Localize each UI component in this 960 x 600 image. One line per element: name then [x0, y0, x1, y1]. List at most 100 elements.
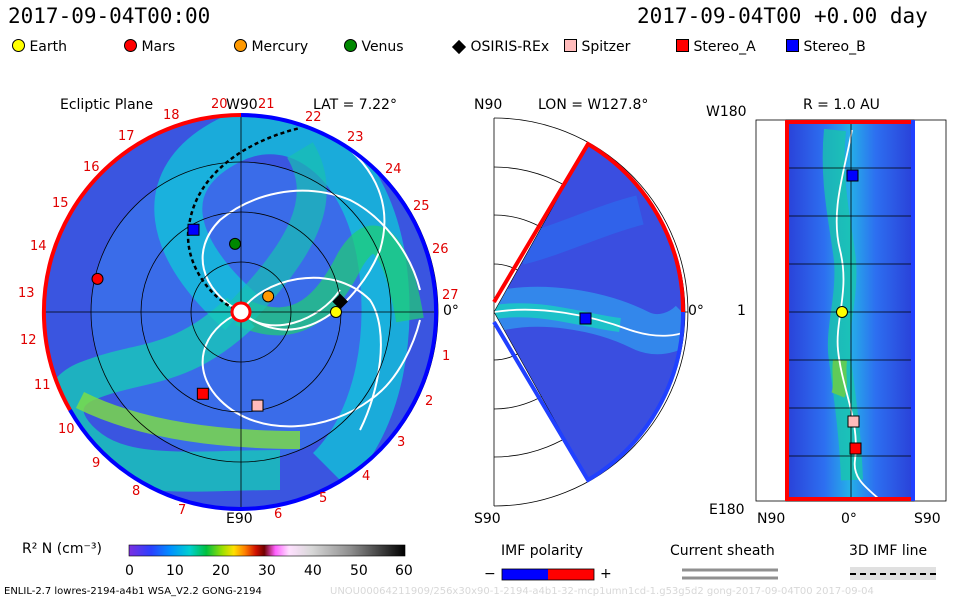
right-timestamp: 2017-09-04T00 +0.00 day	[637, 4, 928, 28]
current-sheath-title: Current sheath	[670, 543, 775, 559]
carrington-number: 9	[92, 456, 101, 471]
legend-label: Stereo_A	[693, 39, 756, 55]
carrington-number: 17	[118, 129, 135, 144]
legend-stereo-b: Stereo_B	[786, 39, 866, 55]
venus-ecliptic-marker	[229, 237, 242, 250]
carrington-number: 27	[442, 288, 459, 303]
carrington-number: 13	[18, 286, 35, 301]
colorbar-tick: 50	[350, 563, 368, 579]
legend-earth: Earth	[12, 39, 67, 55]
ecliptic-title: Ecliptic Plane	[60, 97, 154, 113]
carrington-number: 14	[30, 239, 47, 254]
carrington-number: 5	[319, 491, 328, 506]
colorbar-label: R² N (cm⁻³)	[22, 541, 102, 557]
carrington-number: 15	[52, 196, 69, 211]
venus-marker-icon	[344, 39, 357, 52]
carrington-number: 2	[425, 394, 434, 409]
legend-label: OSIRIS-REx	[470, 39, 550, 55]
legend-stereo-a: Stereo_A	[676, 39, 756, 55]
stereo-a-marker-icon	[676, 39, 689, 52]
earth-marker-icon	[12, 39, 25, 52]
ecliptic-panel	[41, 113, 439, 512]
carrington-number: 16	[83, 160, 100, 175]
legend-osiris-rex: OSIRIS-REx	[451, 39, 550, 55]
ecliptic-right-label: 0°	[443, 303, 459, 319]
carrington-number: 25	[413, 199, 430, 214]
colorbar-tick: 10	[166, 563, 184, 579]
stereo-b-radial-marker	[846, 169, 859, 182]
run-id-footer: UNOU00064211909/256x30x90-1-2194-a4b1-32…	[330, 586, 874, 597]
stereo-b-marker-icon	[786, 39, 799, 52]
colorbar-tick: 30	[258, 563, 276, 579]
legend-label: Mars	[141, 39, 176, 55]
ecliptic-lat-label: LAT = 7.22°	[313, 97, 397, 113]
colorbar-tick: 0	[125, 563, 134, 579]
carrington-number: 18	[163, 108, 180, 123]
carrington-number: 6	[274, 507, 283, 522]
spitzer-radial-marker	[847, 415, 860, 428]
carrington-number: 22	[305, 110, 322, 125]
radial-x-left: N90	[757, 511, 786, 527]
sun-icon	[230, 301, 252, 323]
radial-y-top: W180	[706, 104, 747, 120]
spitzer-ecliptic-marker	[251, 399, 264, 412]
carrington-number: 20	[211, 97, 228, 112]
carrington-number: 1	[442, 349, 451, 364]
carrington-number: 7	[178, 503, 187, 518]
legend-venus: Venus	[344, 39, 404, 55]
carrington-number: 12	[20, 333, 37, 348]
legend-mars: Mars	[124, 39, 175, 55]
carrington-number: 10	[58, 422, 75, 437]
radial-y-bottom: E180	[709, 502, 745, 518]
legend-label: Venus	[361, 39, 404, 55]
meridional-right-label: 0°	[688, 303, 704, 319]
imf-polarity-plus: +	[600, 566, 612, 582]
left-timestamp: 2017-09-04T00:00	[8, 4, 211, 28]
colorbar-tick: 60	[395, 563, 413, 579]
carrington-number: 11	[34, 378, 51, 393]
ecliptic-markers	[91, 223, 348, 412]
mars-ecliptic-marker	[91, 272, 104, 285]
radial-x-mid: 0°	[841, 511, 857, 527]
earth-ecliptic-marker	[330, 306, 342, 318]
stereo-a-radial-marker	[849, 442, 862, 455]
meridional-top-label: N90	[474, 97, 503, 113]
legend-label: Earth	[29, 39, 67, 55]
carrington-number: 21	[258, 97, 275, 112]
meridional-bottom-label: S90	[474, 511, 501, 527]
mercury-ecliptic-marker	[262, 290, 275, 303]
mars-marker-icon	[124, 39, 137, 52]
carrington-number: 26	[432, 242, 449, 257]
carrington-number: 8	[132, 484, 141, 499]
radial-x-right: S90	[914, 511, 941, 527]
ecliptic-bottom-label: E90	[226, 511, 253, 527]
imf-negative-swatch	[502, 569, 548, 580]
spitzer-marker-icon	[564, 39, 577, 52]
imf-polarity-minus: −	[484, 566, 496, 582]
colorbar-tick: 40	[304, 563, 322, 579]
stereo-a-ecliptic-marker	[196, 387, 209, 400]
legend-spitzer: Spitzer	[564, 39, 630, 55]
earth-radial-marker	[836, 306, 848, 318]
legend-label: Mercury	[251, 39, 309, 55]
ecliptic-top-label: W90	[226, 97, 258, 113]
carrington-number: 3	[397, 435, 406, 450]
radial-y-mid: 1	[737, 303, 746, 319]
colorbar	[128, 544, 406, 557]
carrington-number: 4	[362, 469, 371, 484]
osiris-rex-ecliptic-marker	[332, 293, 348, 310]
radial-title: R = 1.0 AU	[803, 97, 880, 113]
imf-line-3d-title: 3D IMF line	[849, 543, 928, 559]
legend-label: Spitzer	[581, 39, 631, 55]
stereo-b-ecliptic-marker	[187, 223, 200, 236]
carrington-number: 24	[385, 162, 402, 177]
stereo-b-meridional-marker	[579, 312, 592, 325]
model-footer: ENLIL-2.7 lowres-2194-a4b1 WSA_V2.2 GONG…	[4, 586, 262, 597]
meridional-lon-label: LON = W127.8°	[538, 97, 649, 113]
legend-label: Stereo_B	[803, 39, 866, 55]
meridional-panel	[492, 117, 689, 507]
legend-mercury: Mercury	[234, 39, 308, 55]
carrington-number: 23	[347, 130, 364, 145]
imf-polarity-title: IMF polarity	[501, 543, 584, 559]
imf-positive-swatch	[548, 569, 594, 580]
